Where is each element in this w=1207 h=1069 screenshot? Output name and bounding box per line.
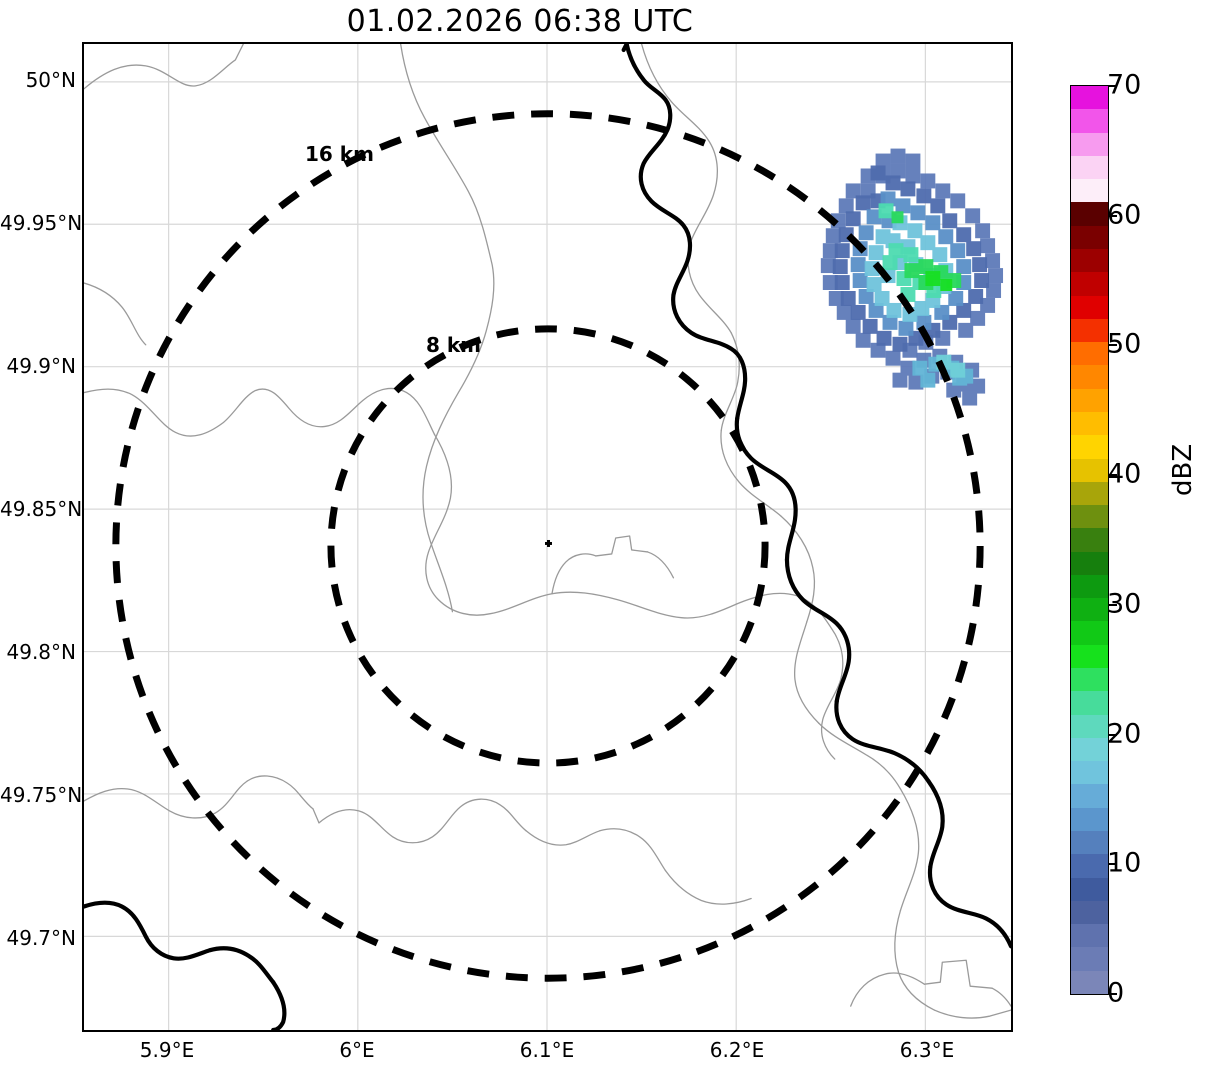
- radar-echo-cells: [820, 148, 1004, 406]
- colorbar-band: [1071, 668, 1108, 692]
- colorbar-band: [1071, 784, 1108, 808]
- colorbar-tickmark-40: [1108, 474, 1117, 476]
- y-tick-label-50: 50°N: [25, 68, 76, 92]
- x-tick-label-6-2: 6.2°E: [709, 1038, 765, 1062]
- colorbar-band: [1071, 924, 1108, 948]
- colorbar-tickmark-10: [1108, 863, 1117, 865]
- colorbar-band: [1071, 551, 1108, 575]
- range-ring-8km: [327, 325, 769, 767]
- colorbar-band: [1071, 342, 1108, 366]
- national-border: [84, 44, 1011, 1030]
- colorbar-tickmark-70: [1108, 85, 1117, 87]
- colorbar-band: [1071, 574, 1108, 599]
- colorbar-band: [1071, 179, 1108, 203]
- colorbar-band: [1071, 109, 1108, 133]
- range-ring-16km: [112, 110, 984, 982]
- radar-map-svg: [84, 44, 1011, 1030]
- radar-map-plot[interactable]: 16 km 8 km: [82, 42, 1013, 1032]
- colorbar-tick-label-70: 70: [1107, 69, 1142, 101]
- colorbar-band: [1071, 598, 1108, 622]
- colorbar-band: [1071, 970, 1108, 994]
- colorbar-band: [1071, 318, 1108, 343]
- x-tick-label-6-1: 6.1°E: [519, 1038, 575, 1062]
- colorbar-band: [1071, 481, 1108, 506]
- colorbar-band: [1071, 831, 1108, 855]
- colorbar-band: [1071, 621, 1108, 645]
- colorbar-band: [1071, 877, 1108, 901]
- colorbar-tick-label-40: 40: [1107, 458, 1142, 490]
- colorbar-tick-label-60: 60: [1107, 199, 1142, 231]
- colorbar-band: [1071, 714, 1108, 738]
- colorbar-axis-label: dBZ: [1168, 443, 1198, 496]
- colorbar-band: [1071, 132, 1108, 156]
- colorbar-tick-label-0: 0: [1107, 977, 1125, 1009]
- range-ring-16km-label: 16 km: [305, 142, 374, 166]
- y-tick-label-49-9: 49.9°N: [6, 354, 77, 378]
- colorbar-band: [1071, 411, 1108, 436]
- colorbar-band: [1071, 86, 1108, 110]
- colorbar-tickmark-20: [1108, 734, 1117, 736]
- colorbar-tickmark-50: [1108, 344, 1117, 346]
- gridlines: [84, 44, 1011, 1030]
- colorbar-band: [1071, 388, 1108, 412]
- colorbar-band: [1071, 248, 1108, 273]
- colorbar-band: [1071, 365, 1108, 389]
- colorbar-band: [1071, 435, 1108, 459]
- range-rings: [112, 110, 984, 982]
- colorbar-tick-label-30: 30: [1107, 588, 1142, 620]
- colorbar-band: [1071, 295, 1108, 319]
- colorbar-band: [1071, 947, 1108, 971]
- range-ring-8km-label: 8 km: [426, 333, 482, 357]
- x-tick-label-5-9: 5.9°E: [139, 1038, 195, 1062]
- colorbar-band: [1071, 505, 1108, 529]
- colorbar-band: [1071, 202, 1108, 226]
- y-tick-label-49-95: 49.95°N: [0, 211, 83, 235]
- colorbar-band: [1071, 225, 1108, 249]
- colorbar-band: [1071, 691, 1108, 715]
- colorbar-band: [1071, 272, 1108, 296]
- colorbar-band: [1071, 761, 1108, 785]
- page-title: 01.02.2026 06:38 UTC: [346, 4, 694, 39]
- colorbar-band: [1071, 854, 1108, 878]
- colorbar-band: [1071, 644, 1108, 669]
- y-tick-label-49-7: 49.7°N: [6, 926, 77, 950]
- colorbar-tickmark-30: [1108, 604, 1117, 606]
- colorbar-tickmark-0: [1108, 993, 1117, 995]
- colorbar-band: [1071, 458, 1108, 482]
- regional-borders: [84, 44, 1011, 1019]
- colorbar-tick-label-20: 20: [1107, 718, 1142, 750]
- colorbar-band: [1071, 900, 1108, 925]
- colorbar-band: [1071, 737, 1108, 762]
- x-tick-label-6: 6°E: [339, 1038, 375, 1062]
- y-tick-label-49-85: 49.85°N: [0, 497, 83, 521]
- y-tick-label-49-75: 49.75°N: [0, 783, 83, 807]
- radar-site-marker: [545, 539, 552, 547]
- x-tick-label-6-3: 6.3°E: [899, 1038, 955, 1062]
- colorbar[interactable]: [1070, 85, 1109, 995]
- colorbar-band: [1071, 528, 1108, 552]
- colorbar-tick-label-10: 10: [1107, 847, 1142, 879]
- colorbar-tickmark-60: [1108, 215, 1117, 217]
- y-tick-label-49-8: 49.8°N: [6, 640, 77, 664]
- colorbar-tick-label-50: 50: [1107, 328, 1142, 360]
- colorbar-band: [1071, 155, 1108, 180]
- colorbar-band: [1071, 807, 1108, 831]
